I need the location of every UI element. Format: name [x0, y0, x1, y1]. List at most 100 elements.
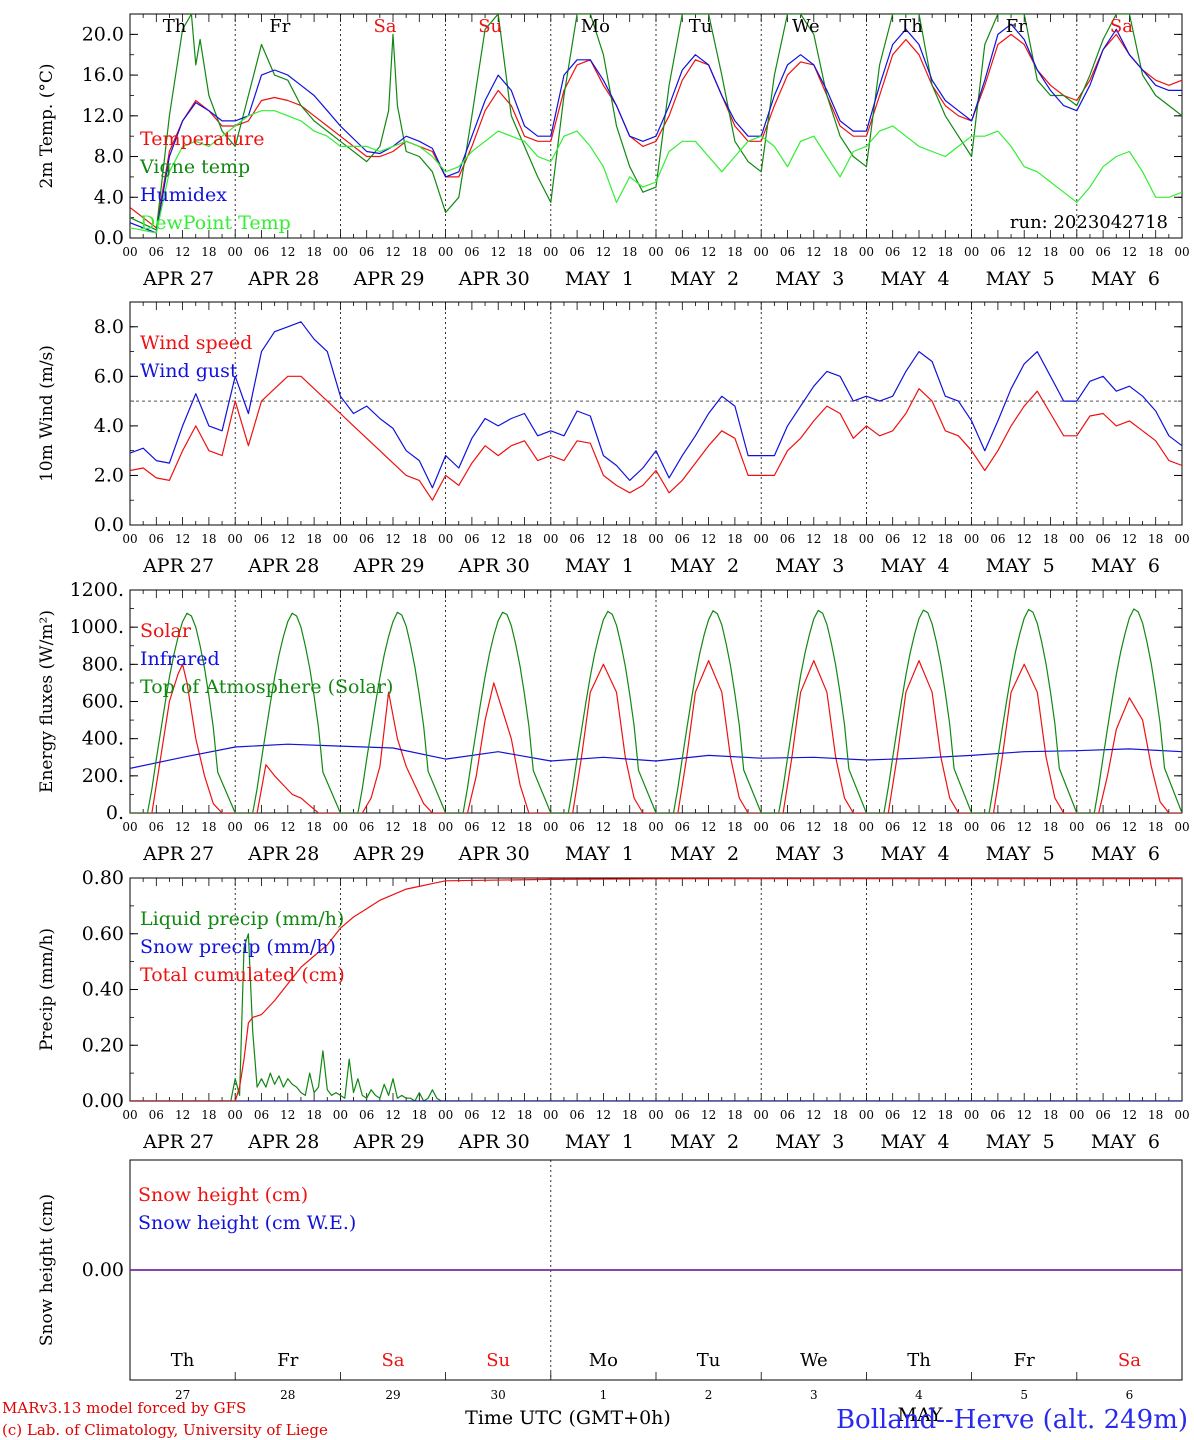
hour-label: 06 [1095, 532, 1110, 546]
weekday-label: Tu [697, 1350, 721, 1371]
hour-label: 00 [122, 1108, 137, 1122]
hour-label: 00 [964, 532, 979, 546]
y-tick-label: 1200. [70, 579, 124, 601]
hour-label: 12 [1017, 820, 1032, 834]
day-number-label: 2 [705, 1388, 713, 1402]
y-axis-title: Snow height (cm) [37, 1194, 57, 1346]
hour-label: 18 [938, 245, 953, 259]
legend-entry: Total cumulated (cm) [140, 964, 345, 986]
panel-1: 0.0 4.0 8.0 12.0 16.0 20.0 2m Temp. (°C) Temper… [37, 13, 1190, 290]
hour-label: 06 [885, 532, 900, 546]
hour-label: 12 [806, 245, 821, 259]
y-tick-label: 0.0 [94, 514, 124, 536]
hour-label: 18 [727, 820, 742, 834]
hour-label: 06 [990, 532, 1005, 546]
y-tick-label: 200. [82, 765, 124, 787]
day-number-label: 3 [810, 1388, 818, 1402]
legend-entry: Solar [140, 620, 192, 642]
hour-label: 12 [1122, 245, 1137, 259]
hour-label: 00 [754, 532, 769, 546]
date-label: APR 27 [142, 1131, 214, 1153]
hour-label: 06 [569, 1108, 584, 1122]
hour-label: 00 [754, 820, 769, 834]
hour-label: 06 [675, 1108, 690, 1122]
day-number-label: 29 [385, 1388, 400, 1402]
hour-label: 12 [491, 245, 506, 259]
hour-label: 06 [885, 1108, 900, 1122]
y-tick-label: 0.0 [94, 227, 124, 249]
y-tick-label: 0.00 [82, 1259, 124, 1281]
y-tick-label: 12.0 [82, 105, 124, 127]
hour-label: 00 [964, 1108, 979, 1122]
date-label: MAY 5 [986, 268, 1055, 290]
hour-label: 00 [122, 820, 137, 834]
weekday-label: We [792, 16, 820, 37]
series-line [130, 321, 1182, 489]
date-label: MAY 5 [986, 1131, 1055, 1153]
y-tick-label: 6.0 [94, 365, 124, 387]
hour-label: 06 [675, 532, 690, 546]
hour-label: 12 [385, 820, 400, 834]
hour-label: 00 [1174, 1108, 1189, 1122]
y-axis-title: 10m Wind (m/s) [37, 345, 57, 482]
hour-label: 18 [1043, 532, 1058, 546]
panel-2: 0.0 2.0 4.0 6.0 8.0 10m Wind (m/s) Wind speed W… [37, 301, 1190, 577]
hour-label: 06 [254, 245, 269, 259]
y-tick-label: 20.0 [82, 23, 124, 45]
day-number-label: 5 [1020, 1388, 1028, 1402]
hour-label: 06 [780, 532, 795, 546]
weekday-label: Tu [689, 16, 713, 37]
hour-label: 00 [964, 245, 979, 259]
date-label: MAY 4 [880, 268, 949, 290]
series-line [130, 660, 1182, 813]
hour-label: 12 [1122, 820, 1137, 834]
hour-label: 06 [569, 245, 584, 259]
date-label: APR 28 [247, 555, 319, 577]
panel-3: 0. 200. 400. 600. 800. 1000. 1200. Energy fluxe… [37, 579, 1190, 865]
hour-label: 06 [780, 1108, 795, 1122]
hour-label: 00 [228, 245, 243, 259]
weekday-label: Sa [1110, 16, 1133, 37]
hour-label: 12 [596, 1108, 611, 1122]
legend-entry: Snow precip (mm/h) [140, 936, 336, 958]
hour-label: 00 [333, 532, 348, 546]
hour-label: 00 [648, 820, 663, 834]
legend-entry: Snow height (cm W.E.) [138, 1212, 356, 1234]
series-line [130, 375, 1182, 501]
y-tick-label: 0.00 [82, 1090, 124, 1112]
weekday-label: We [800, 1350, 828, 1371]
y-axis-title: Precip (mm/h) [37, 928, 57, 1051]
hour-label: 06 [359, 532, 374, 546]
hour-label: 00 [648, 532, 663, 546]
hour-label: 06 [359, 1108, 374, 1122]
legend-entry: Temperature [140, 128, 264, 150]
hour-label: 18 [727, 532, 742, 546]
hour-label: 12 [175, 245, 190, 259]
hour-label: 18 [517, 245, 532, 259]
legend-entry: Wind speed [140, 332, 252, 354]
hour-label: 06 [1095, 1108, 1110, 1122]
date-label: MAY 1 [565, 268, 634, 290]
hour-label: 18 [622, 532, 637, 546]
day-number-label: 6 [1126, 1388, 1134, 1402]
hour-label: 00 [1174, 820, 1189, 834]
hour-label: 18 [412, 245, 427, 259]
hour-label: 06 [990, 820, 1005, 834]
hour-label: 18 [201, 820, 216, 834]
weekday-label: Fr [277, 1350, 298, 1371]
model-credit: MARv3.13 model forced by GFS [2, 1399, 246, 1417]
date-label: MAY 2 [670, 843, 739, 865]
y-tick-label: 0.80 [82, 867, 124, 889]
hour-label: 06 [359, 245, 374, 259]
weekday-label: Sa [1118, 1350, 1141, 1371]
day-number-label: 30 [491, 1388, 506, 1402]
date-label: APR 27 [142, 555, 214, 577]
hour-label: 18 [727, 245, 742, 259]
date-label: MAY 3 [775, 843, 844, 865]
hour-label: 06 [464, 820, 479, 834]
hour-label: 06 [254, 1108, 269, 1122]
weekday-label: Su [486, 1350, 510, 1371]
x-axis-title: Time UTC (GMT+0h) [465, 1407, 671, 1429]
series-line [130, 23, 1182, 234]
